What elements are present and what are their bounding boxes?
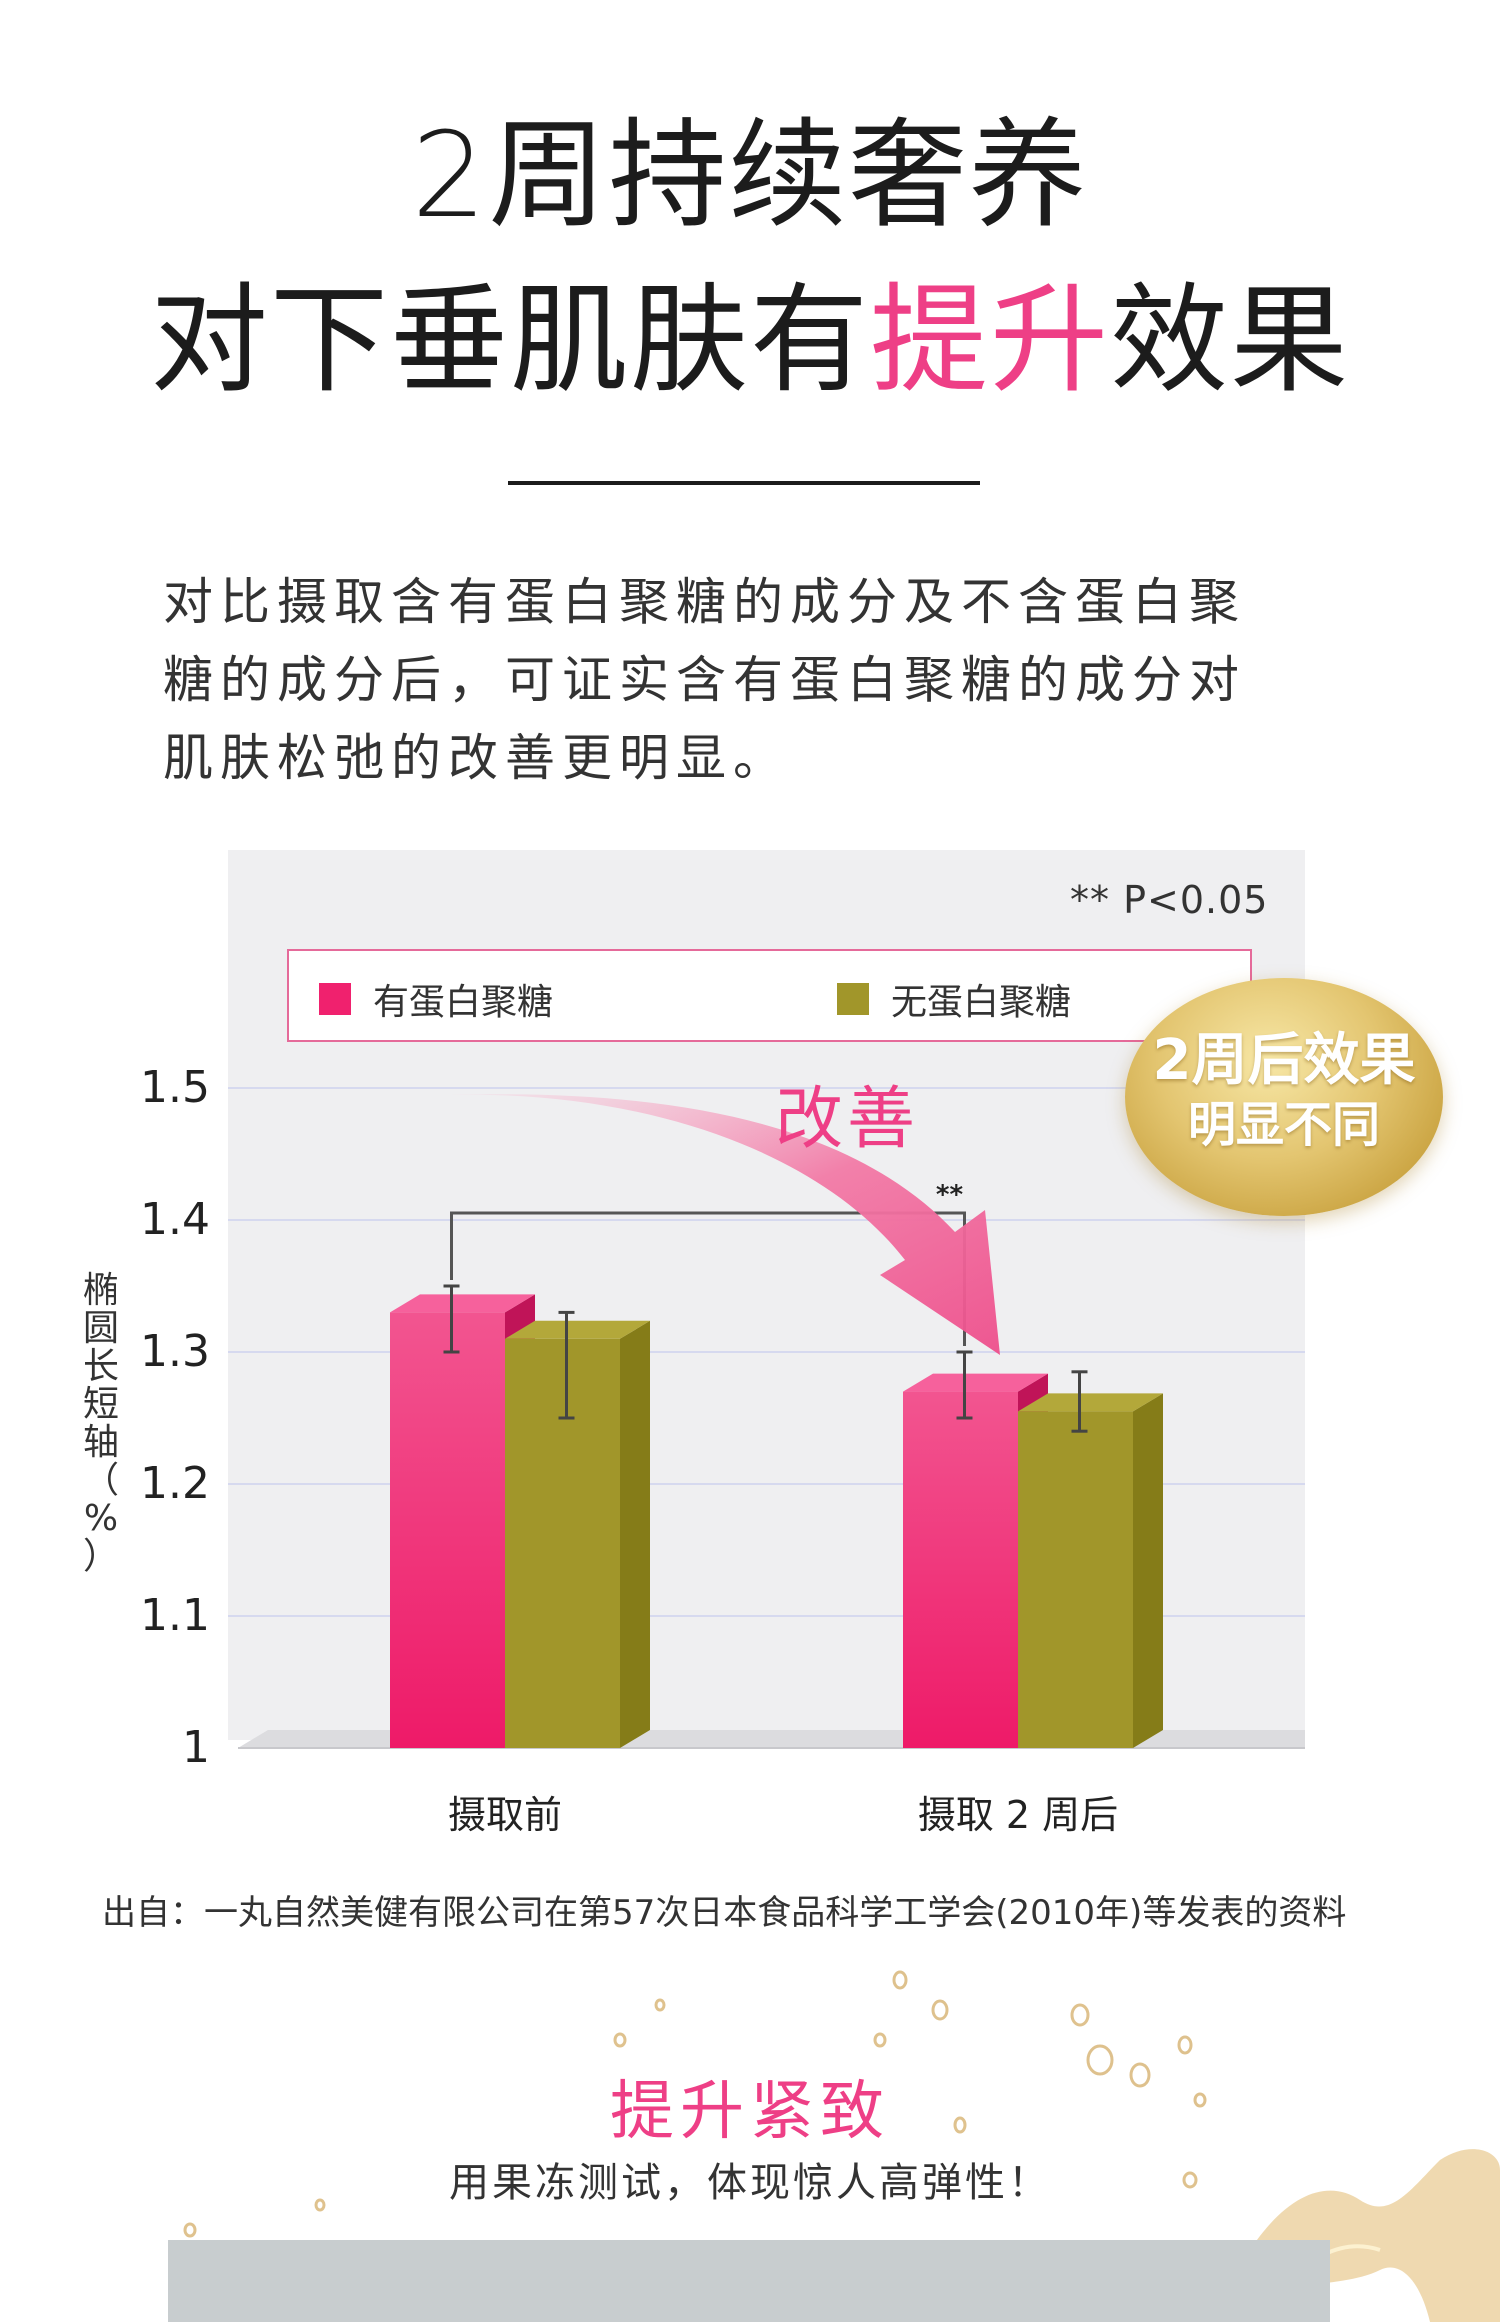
- chart-legend: 有蛋白聚糖 无蛋白聚糖: [287, 949, 1252, 1042]
- feature-subtitle: 用果冻测试，体现惊人高弹性！: [449, 2160, 1051, 2206]
- improvement-label: 改善: [775, 1080, 920, 1159]
- legend-swatch-olive: [837, 983, 869, 1015]
- legend-item-without-proteoglycan: 无蛋白聚糖: [837, 973, 1071, 1025]
- headline-divider: [508, 481, 980, 485]
- bar-top: [1018, 1393, 1163, 1412]
- y-axis-title: 椭圆长短轴（%）: [76, 1272, 126, 1576]
- headline-line-2-end: 效果: [1110, 271, 1351, 409]
- intro-line: 糖的成分后，可证实含有蛋白聚糖的成分对: [163, 651, 1246, 709]
- bar-top: [505, 1320, 650, 1339]
- y-axis-title-char: 轴: [82, 1422, 119, 1463]
- legend-label: 无蛋白聚糖: [891, 982, 1072, 1023]
- headline-line-1: 2周持续奢养: [411, 106, 1089, 244]
- bar-with-1: [903, 1391, 1018, 1748]
- bar-top: [390, 1294, 535, 1313]
- legend-item-with-proteoglycan: 有蛋白聚糖: [319, 973, 553, 1025]
- y-tick-label: 1.3: [140, 1326, 210, 1377]
- y-tick-label: 1.1: [140, 1590, 210, 1641]
- bar-chart: 1 1.1 1.2 1.3 1.4 1.5 摄取前 摄取 2 周后 **: [140, 1062, 1305, 1837]
- y-axis-title-char: 椭: [82, 1270, 119, 1311]
- feature-title: 提升紧致: [610, 2075, 890, 2149]
- y-tick-label: 1.4: [140, 1194, 210, 1245]
- bar-without-0: [505, 1338, 620, 1748]
- bar-with-0: [390, 1312, 505, 1748]
- improvement-arrow: [450, 1094, 1000, 1355]
- badge-line-1: 2周后效果: [1152, 1028, 1416, 1093]
- bar-top: [903, 1373, 1048, 1392]
- y-tick-label: 1.5: [140, 1062, 210, 1113]
- x-category-label: 摄取 2 周后: [918, 1793, 1118, 1837]
- headline-line-2-accent: 提升: [869, 271, 1110, 409]
- legend-swatch-pink: [319, 983, 351, 1015]
- headline-line-2-start: 对下垂肌肤有: [149, 271, 870, 409]
- badge-line-2: 明显不同: [1187, 1097, 1380, 1153]
- y-axis-title-char: （: [82, 1460, 119, 1501]
- headline-line-2: 对下垂肌肤有提升效果: [0, 270, 1500, 410]
- result-badge: 2周后效果 明显不同: [1125, 978, 1443, 1216]
- bar-side: [620, 1320, 650, 1748]
- intro-line: 对比摄取含有蛋白聚糖的成分及不含蛋白聚: [163, 573, 1246, 631]
- legend-label: 有蛋白聚糖: [373, 982, 554, 1023]
- y-tick-label: 1.2: [140, 1458, 210, 1509]
- y-axis-title-char: 圆: [82, 1308, 119, 1349]
- jelly-test-image: [168, 2240, 1330, 2322]
- x-category-label: 摄取前: [448, 1793, 562, 1837]
- y-tick-label: 1: [182, 1722, 210, 1773]
- bar-side: [1133, 1393, 1163, 1748]
- significance-marker: **: [936, 1180, 964, 1210]
- source-note: 出自：一丸自然美健有限公司在第57次日本食品科学工学会(2010年)等发表的资料: [102, 1893, 1347, 1933]
- y-axis-title-char: 短: [82, 1384, 119, 1425]
- intro-line: 肌肤松弛的改善更明显。: [163, 729, 790, 787]
- y-axis-title-char: 长: [82, 1346, 119, 1387]
- intro-paragraph: 对比摄取含有蛋白聚糖的成分及不含蛋白聚 糖的成分后，可证实含有蛋白聚糖的成分对 …: [163, 563, 1343, 797]
- y-axis-title-char: %: [83, 1498, 119, 1539]
- p-value-note: ** P<0.05: [1070, 878, 1269, 922]
- bar-without-1: [1018, 1411, 1133, 1748]
- y-axis-title-char: ）: [82, 1536, 119, 1577]
